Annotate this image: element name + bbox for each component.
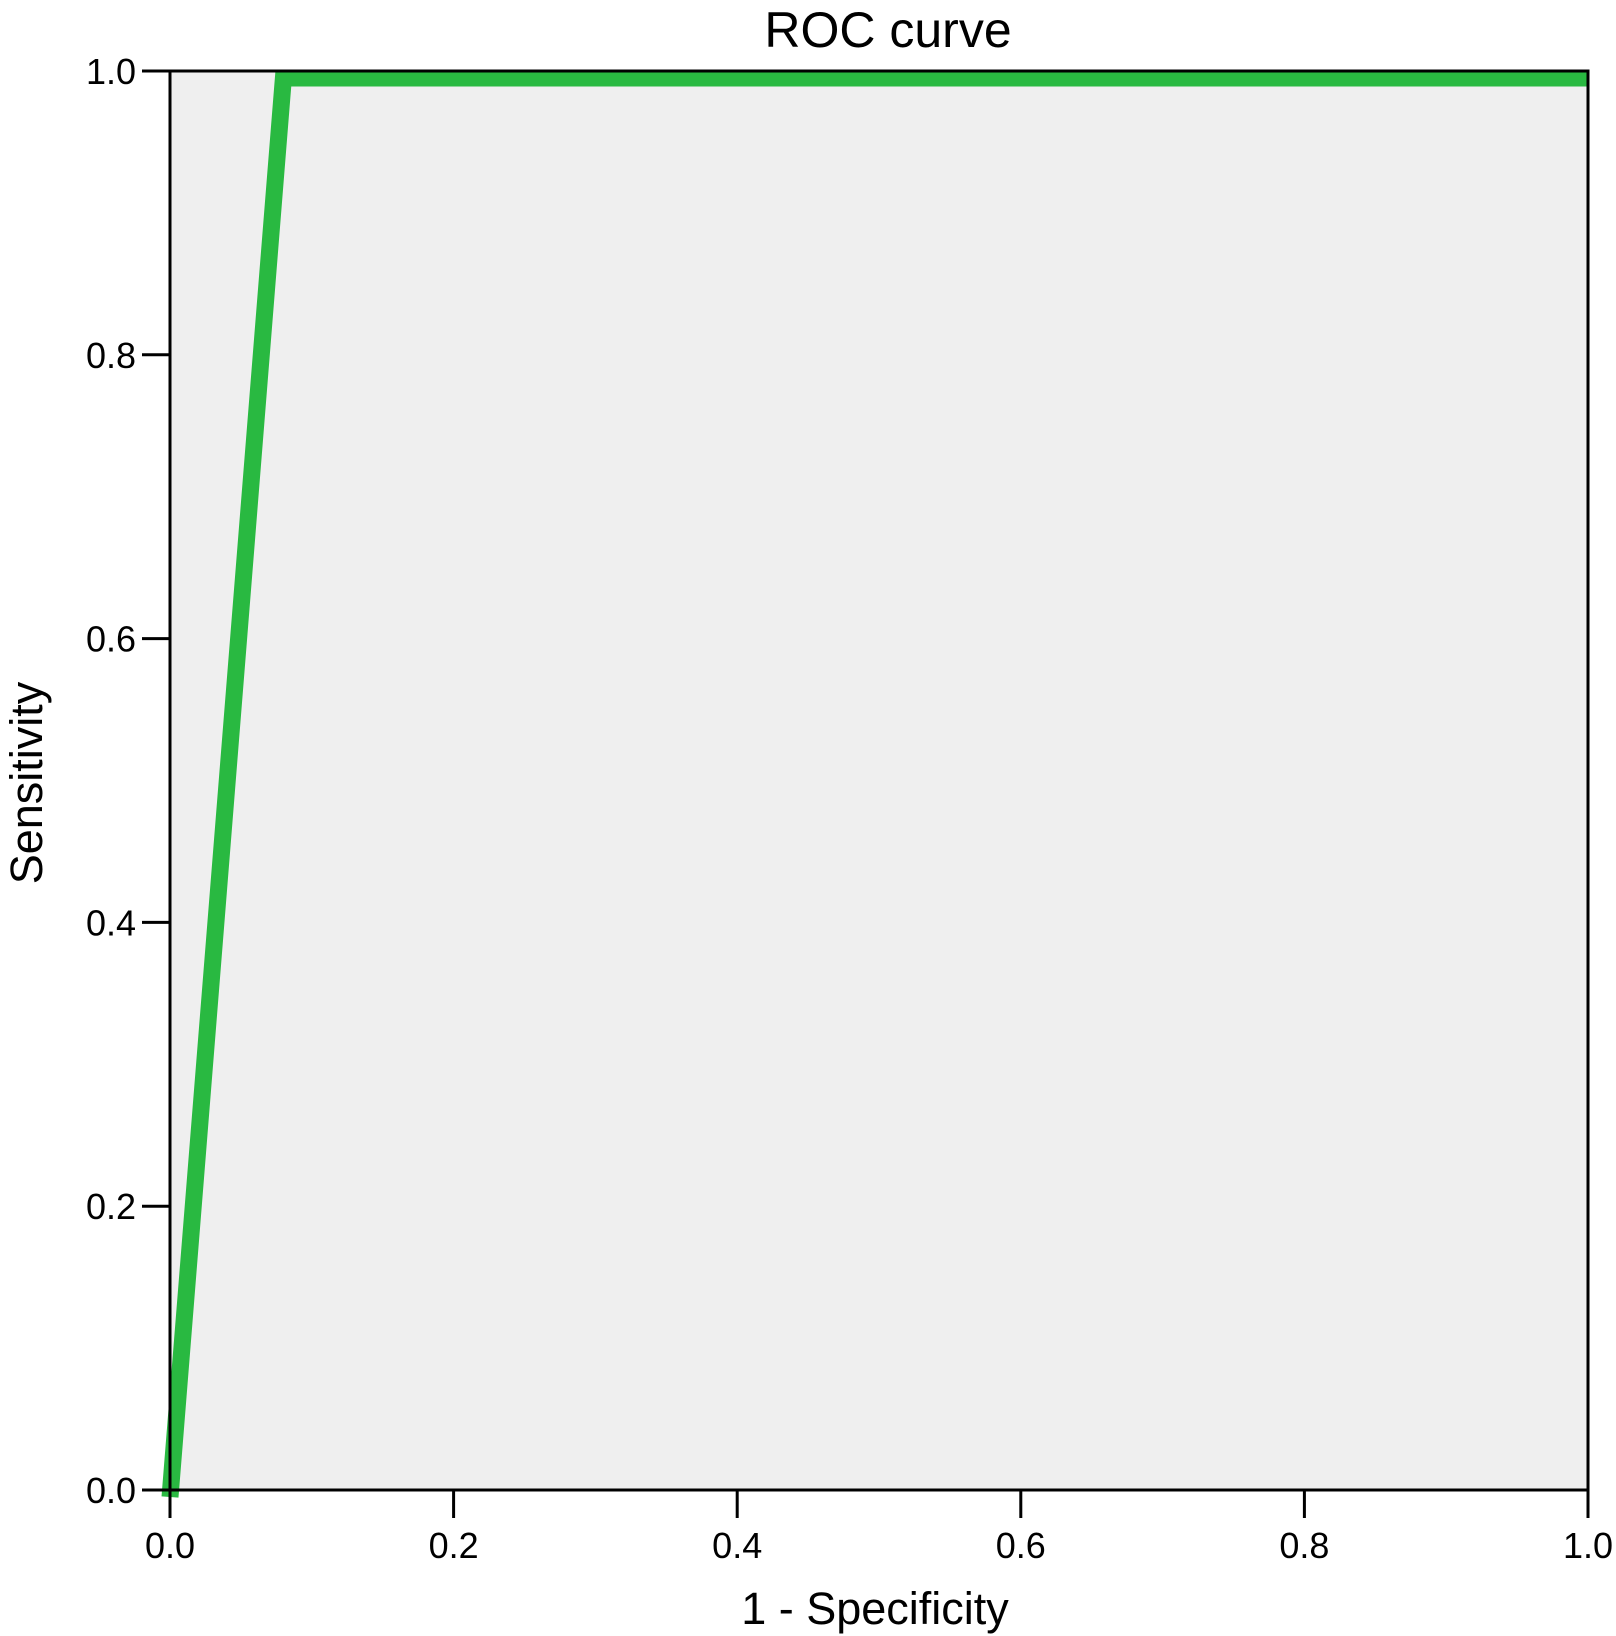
x-tick-label: 0.8: [1279, 1525, 1329, 1566]
series-layer: [161, 69, 1588, 1498]
x-tick-label: 0.2: [429, 1525, 479, 1566]
axes-layer: [168, 69, 1590, 1492]
y-axis-ticks: 0.0 0.2 0.4 0.6 0.8 1.0: [86, 51, 170, 1511]
x-tick-label: 1.0: [1563, 1525, 1613, 1566]
y-tick-label: 0.2: [86, 1186, 136, 1227]
plot-background: [170, 71, 1588, 1490]
x-tick-label: 0.0: [145, 1525, 195, 1566]
y-tick-label: 0.6: [86, 619, 136, 660]
plot-frame: [168, 69, 1590, 1492]
chart-title: ROC curve: [764, 2, 1011, 58]
y-tick-label: 0.0: [86, 1470, 136, 1511]
x-tick-label: 0.6: [996, 1525, 1046, 1566]
y-tick-label: 1.0: [86, 51, 136, 92]
x-tick-label: 0.4: [712, 1525, 762, 1566]
y-axis-label: Sensitivity: [1, 681, 52, 884]
y-tick-label: 0.4: [86, 902, 136, 943]
x-axis-ticks: 0.0 0.2 0.4 0.6 0.8 1.0: [145, 1490, 1613, 1566]
y-tick-label: 0.8: [86, 335, 136, 376]
roc-curve-line: [161, 69, 1588, 1498]
x-axis-label: 1 - Specificity: [741, 1583, 1009, 1634]
